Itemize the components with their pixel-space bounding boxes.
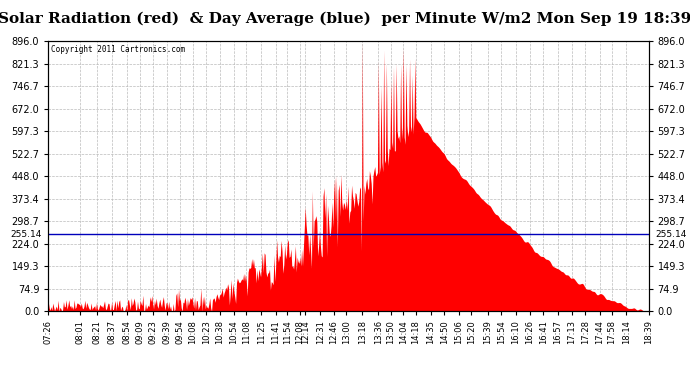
Text: Copyright 2011 Cartronics.com: Copyright 2011 Cartronics.com — [51, 45, 186, 54]
Text: 255.14: 255.14 — [656, 230, 687, 239]
Text: Solar Radiation (red)  & Day Average (blue)  per Minute W/m2 Mon Sep 19 18:39: Solar Radiation (red) & Day Average (blu… — [0, 11, 690, 26]
Text: 255.14: 255.14 — [10, 230, 41, 239]
